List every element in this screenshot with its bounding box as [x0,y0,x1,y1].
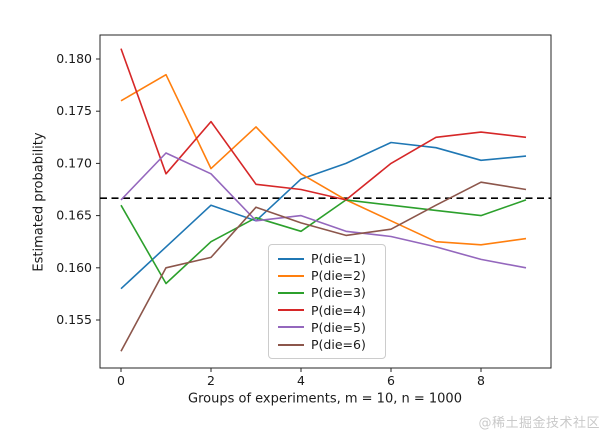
x-tick-label: 2 [207,373,215,388]
legend-label: P(die=2) [311,268,366,284]
legend-line-swatch [278,326,304,329]
series-line-5 [120,152,527,269]
x-tick-label: 6 [387,373,395,388]
series-line-1 [120,141,527,290]
legend-label: P(die=1) [311,251,366,267]
x-axis-label: Groups of experiments, m = 10, n = 1000 [188,391,462,407]
legend-line-swatch [278,343,304,346]
y-tick-label: 0.180 [56,51,92,66]
legend-line-swatch [278,274,304,277]
series-line-4 [120,48,527,201]
legend-item-2: P(die=2) [278,267,376,284]
x-axis-ticks: 0 2 4 6 8 [117,368,485,388]
y-tick-label: 0.170 [56,155,92,170]
y-tick-label: 0.175 [56,103,92,118]
y-tick-label: 0.155 [56,312,92,327]
legend-item-3: P(die=3) [278,284,376,301]
legend-label: P(die=5) [311,319,366,335]
legend-item-4: P(die=4) [278,302,376,319]
legend-item-1: P(die=1) [278,250,376,267]
chart-legend: P(die=1) P(die=2) P(die=3) P(die=4) P(die=5)… [268,244,386,360]
legend-item-6: P(die=6) [278,336,376,353]
axes-frame [99,34,552,369]
legend-line-swatch [278,257,304,260]
legend-label: P(die=6) [311,337,366,353]
legend-line-swatch [278,291,304,294]
y-axis-ticks: 0.155 0.160 0.165 0.170 0.175 0.180 [56,51,100,327]
legend-label: P(die=3) [311,285,366,301]
x-tick-label: 8 [477,373,485,388]
y-axis-label: Estimated probability [31,132,47,272]
legend-item-5: P(die=5) [278,319,376,336]
x-tick-label: 4 [297,373,305,388]
watermark-text: @稀土掘金技术社区 [478,416,600,431]
legend-label: P(die=4) [311,302,366,318]
series-line-6 [120,181,527,352]
y-tick-label: 0.160 [56,260,92,275]
legend-line-swatch [278,309,304,312]
series-line-2 [120,73,527,246]
x-tick-label: 0 [117,373,125,388]
y-tick-label: 0.165 [56,208,92,223]
